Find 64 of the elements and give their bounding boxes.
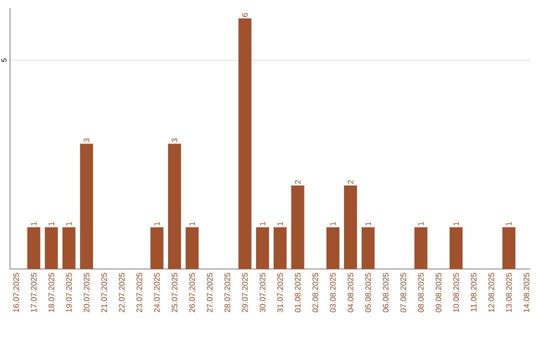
x-tick-label: 29.07.2025 — [242, 272, 248, 312]
bar — [150, 227, 164, 269]
bar — [238, 18, 252, 269]
x-tick-label: 19.07.2025 — [66, 272, 72, 312]
x-tick-label: 30.07.2025 — [260, 272, 266, 312]
data-label: 1 — [66, 222, 72, 226]
x-tick-label: 10.08.2025 — [453, 272, 459, 312]
data-label: 1 — [31, 222, 37, 226]
bar — [502, 227, 516, 269]
x-tick-label: 20.07.2025 — [84, 272, 90, 312]
bar — [44, 227, 58, 269]
x-tick-label: 05.08.2025 — [365, 272, 371, 312]
x-tick-label: 31.07.2025 — [277, 272, 283, 312]
x-tick-label: 22.07.2025 — [118, 272, 125, 312]
data-label: 2 — [294, 180, 301, 184]
data-label: 2 — [348, 180, 354, 184]
x-tick-label: 26.07.2025 — [189, 272, 195, 312]
data-label: 1 — [365, 222, 371, 226]
data-label: 1 — [277, 222, 283, 226]
bar — [291, 185, 304, 269]
x-tick-label: 17.07.2025 — [30, 272, 37, 312]
data-label: 6 — [242, 13, 248, 17]
x-tick-label: 02.08.2025 — [312, 272, 318, 312]
data-label: 1 — [189, 222, 195, 226]
data-label: 3 — [84, 138, 90, 142]
bar — [62, 227, 76, 269]
x-tick-label: 18.07.2025 — [48, 272, 54, 312]
x-tick-label: 28.07.2025 — [224, 272, 230, 312]
bar — [168, 144, 182, 269]
x-tick-label: 01.08.2025 — [294, 272, 301, 312]
data-label: 1 — [506, 222, 512, 226]
x-tick-label: 03.08.2025 — [330, 272, 336, 312]
x-tick-label: 25.07.2025 — [172, 272, 178, 312]
x-tick-label: 14.08.2025 — [524, 272, 530, 312]
x-tick-label: 13.08.2025 — [506, 272, 512, 312]
bar — [274, 227, 287, 269]
bar — [256, 227, 270, 269]
x-tick-label: 06.08.2025 — [382, 272, 389, 312]
x-tick-label: 27.07.2025 — [206, 272, 213, 312]
bar — [27, 227, 40, 269]
bar — [326, 227, 340, 269]
x-tick-label: 07.08.2025 — [400, 272, 406, 312]
x-tick-label: 21.07.2025 — [101, 272, 107, 312]
x-tick-label: 12.08.2025 — [488, 272, 494, 312]
x-tick-label: 04.08.2025 — [348, 272, 354, 312]
x-tick-label: 09.08.2025 — [436, 272, 442, 312]
bar — [186, 227, 199, 269]
bar — [80, 144, 94, 269]
x-tick-label: 23.07.2025 — [136, 272, 142, 312]
data-label: 1 — [418, 222, 424, 226]
bar — [344, 185, 358, 269]
bar — [414, 227, 428, 269]
data-label: 1 — [154, 222, 160, 226]
x-tick-label: 16.07.2025 — [13, 272, 19, 312]
bar — [362, 227, 375, 269]
data-label: 1 — [48, 222, 54, 226]
data-label: 1 — [260, 222, 266, 226]
x-tick-label: 24.07.2025 — [154, 272, 160, 312]
bar — [450, 227, 463, 269]
data-label: 1 — [453, 222, 459, 226]
x-tick-label: 08.08.2025 — [418, 272, 424, 312]
data-label: 1 — [330, 222, 336, 226]
data-label: 3 — [172, 138, 178, 142]
x-tick-label: 11.08.2025 — [470, 272, 477, 312]
